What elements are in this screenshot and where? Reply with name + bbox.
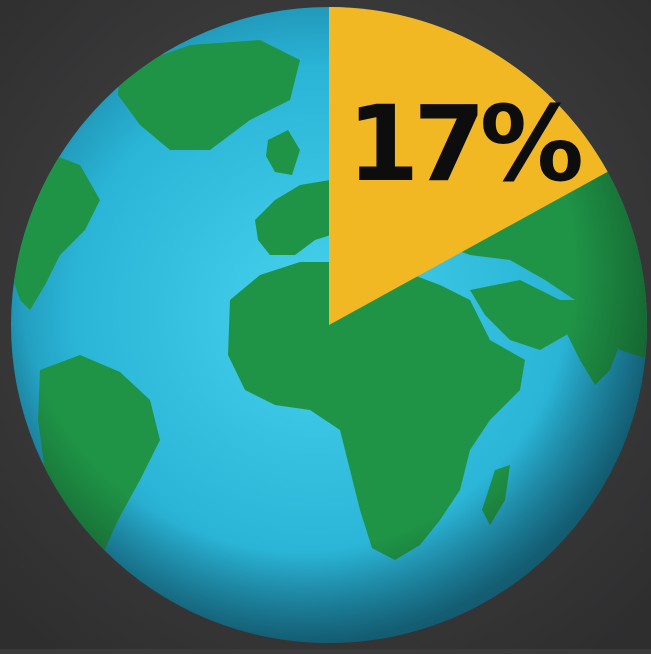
slice-label-17: 17% bbox=[347, 83, 584, 205]
pie-slices bbox=[329, 7, 608, 325]
pie-slice-0 bbox=[329, 7, 608, 325]
